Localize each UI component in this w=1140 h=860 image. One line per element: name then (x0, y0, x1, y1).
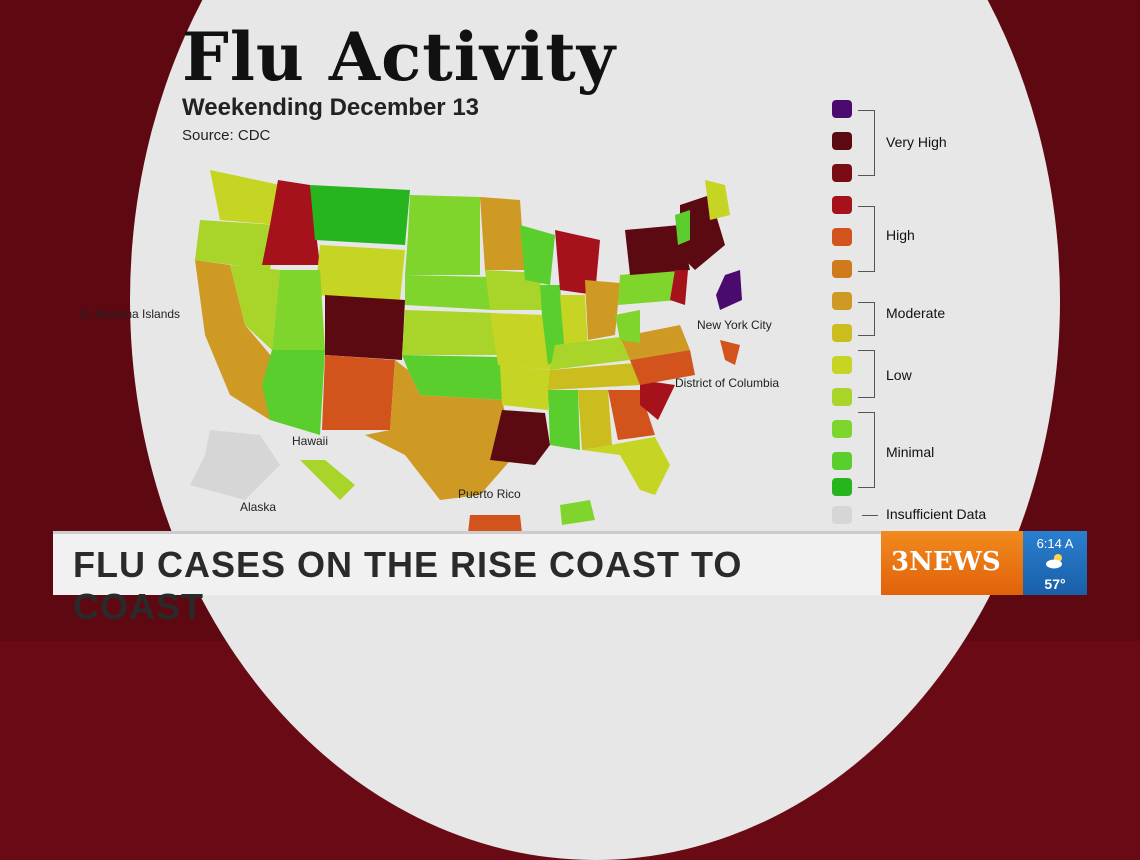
label-nyc: New York City (697, 318, 772, 332)
bracket-minimal (858, 412, 875, 488)
legend-moderate: Moderate (886, 305, 946, 321)
legend-swatch-3 (832, 324, 852, 342)
legend-swatch-1 (832, 388, 852, 406)
puerto-rico-shape (468, 515, 522, 533)
news-lower-third: FLU CASES ON THE RISE COAST TO COAST 3NE… (53, 531, 1087, 627)
graphic-source: Source: CDC (182, 127, 271, 144)
state-ar (500, 365, 550, 410)
bracket-moderate (858, 302, 875, 336)
state-wy (315, 245, 405, 300)
nyc-inset (716, 270, 742, 310)
state-fl (582, 437, 670, 495)
state-nd (408, 195, 480, 235)
bracket-low (858, 350, 875, 398)
state-id (262, 180, 320, 265)
weather-temp: 57° (1044, 576, 1066, 592)
cloud-sun-icon (1046, 554, 1062, 569)
state-wv (615, 310, 640, 343)
station-logo-text: 3NEWS (891, 547, 1001, 577)
label-alaska: Alaska (240, 500, 277, 514)
legend-swatch-7 (832, 196, 852, 214)
state-wi (520, 225, 555, 285)
label-hawaii: Hawaii (292, 434, 329, 448)
state-ok (402, 355, 502, 400)
state-mo (490, 313, 552, 370)
state-az (262, 350, 325, 435)
legend-swatch-8 (832, 164, 852, 182)
state-tx (365, 360, 515, 500)
state-nj (670, 270, 688, 305)
state-nv (230, 265, 280, 350)
state-me (705, 180, 730, 220)
state-sd (405, 235, 480, 275)
legend-low: Low (886, 367, 912, 383)
state-oh (585, 280, 620, 340)
legend-swatch-minimal-2 (832, 452, 852, 470)
station-logo: 3NEWS (881, 531, 1023, 595)
label-puerto-rico: Puerto Rico (458, 487, 521, 501)
state-al (578, 390, 612, 450)
alaska-shape (190, 430, 280, 500)
legend-swatch-2 (832, 356, 852, 374)
legend-swatch-6 (832, 228, 852, 246)
legend-swatch-minimal-1 (832, 478, 852, 496)
label-n-mariana: N. Mariana Islands (80, 307, 181, 321)
state-vt (675, 210, 690, 245)
state-nc (630, 350, 695, 385)
state-ne (405, 275, 495, 310)
state-wa (210, 170, 280, 225)
state-pa (618, 270, 678, 305)
state-mn (480, 197, 525, 270)
dc-inset (720, 340, 740, 365)
state-nm (322, 355, 395, 430)
legend-swatch-minimal-3 (832, 420, 852, 438)
legend-swatch-10 (832, 100, 852, 118)
weather-widget: 6:14 A 57° (1023, 531, 1087, 595)
state-mi (555, 230, 600, 295)
state-ks (402, 310, 498, 355)
state-mt (310, 185, 410, 245)
state-co (325, 295, 405, 360)
insufficient-dash (862, 515, 878, 516)
headline-bar: FLU CASES ON THE RISE COAST TO COAST (53, 531, 881, 627)
state-sc (640, 380, 675, 420)
graphic-title: Flu Activity (182, 18, 617, 96)
bracket-high (858, 206, 875, 272)
legend-swatch-5 (832, 260, 852, 278)
weather-time: 6:14 A (1036, 536, 1074, 551)
state-tn (548, 363, 640, 390)
state-ny (625, 225, 690, 275)
label-dc: District of Columbia (675, 376, 780, 390)
graphic-subtitle: Weekending December 13 (182, 94, 480, 121)
state-ut (272, 270, 325, 350)
state-or (195, 220, 278, 270)
legend-high: High (886, 227, 915, 243)
headline-text: FLU CASES ON THE RISE COAST TO COAST (73, 544, 743, 627)
legend-insufficient: Insufficient Data (886, 506, 987, 522)
us-flu-map (190, 170, 742, 533)
bracket-very-high (858, 110, 875, 176)
legend-swatch-insufficient (832, 506, 852, 524)
virgin-islands-shape (560, 500, 595, 525)
hawaii-shape (300, 460, 355, 500)
state-la (490, 410, 550, 465)
state-ms (548, 390, 580, 450)
state-in (560, 295, 588, 355)
legend-very-high: Very High (886, 134, 947, 150)
legend-swatch-4 (832, 292, 852, 310)
legend-swatch-9 (832, 132, 852, 150)
legend-minimal: Minimal (886, 444, 935, 460)
state-ky (550, 337, 630, 370)
flu-legend: Very High High Moderate Low Minimal Insu… (832, 96, 1022, 526)
